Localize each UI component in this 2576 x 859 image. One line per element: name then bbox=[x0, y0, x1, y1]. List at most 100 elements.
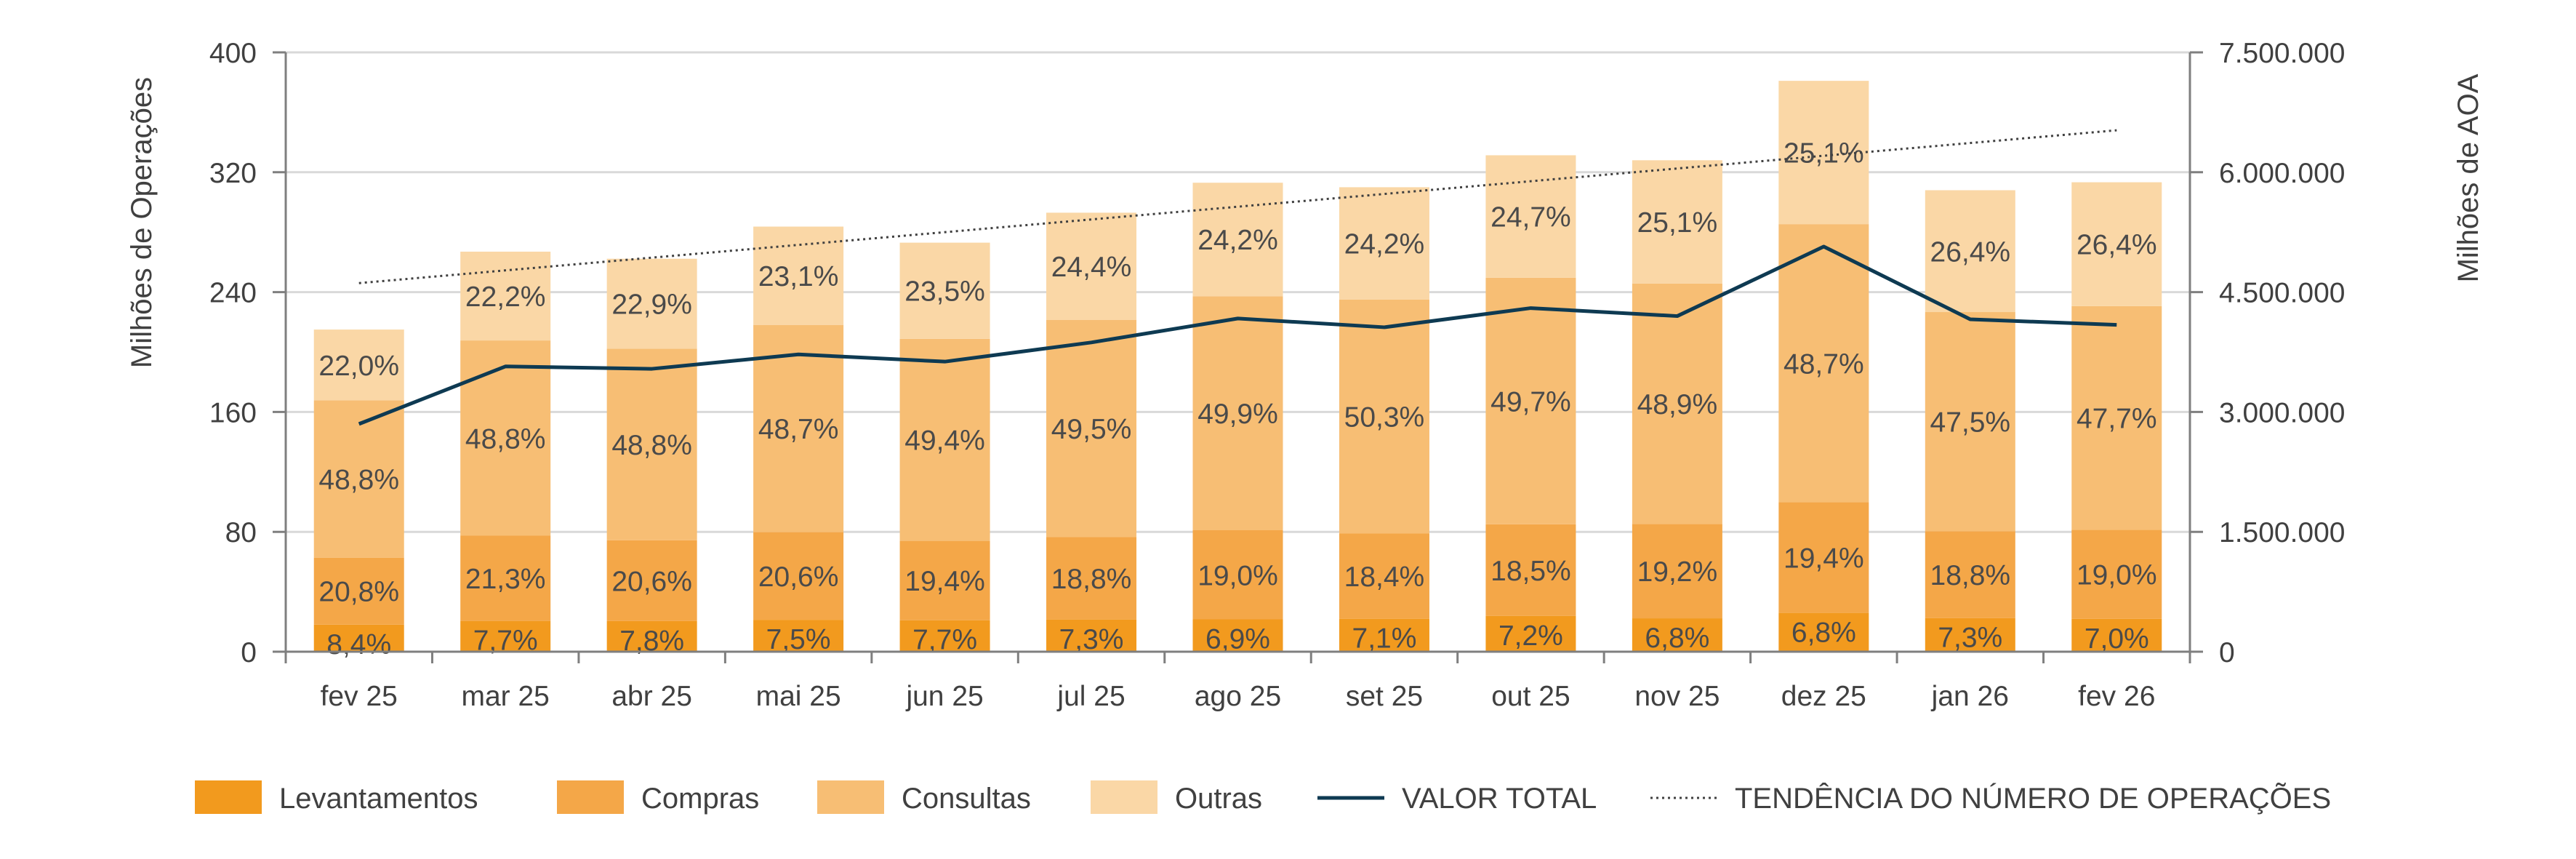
bar-consultas bbox=[753, 324, 844, 532]
bar-compras bbox=[1046, 537, 1137, 620]
bar-levantamentos bbox=[1778, 612, 1869, 652]
left-tick-label: 320 bbox=[209, 158, 257, 189]
data-label: 47,7% bbox=[2077, 404, 2157, 435]
x-tick-label: out 25 bbox=[1491, 681, 1570, 712]
legend-swatch bbox=[817, 780, 884, 814]
legend: Levantamentos Compras Consultas Outras VALOR… bbox=[195, 780, 2331, 815]
x-tick-label: mar 25 bbox=[461, 681, 549, 712]
data-label: 48,7% bbox=[758, 414, 839, 445]
bar-levantamentos bbox=[313, 624, 404, 652]
data-label: 7,1% bbox=[1352, 623, 1417, 655]
legend-swatch bbox=[195, 780, 262, 814]
data-label: 18,8% bbox=[1930, 560, 2011, 591]
right-tick-label: 4.500.000 bbox=[2219, 278, 2346, 309]
bar-consultas bbox=[1485, 277, 1576, 524]
x-tick-label: nov 25 bbox=[1634, 681, 1720, 712]
data-label: 48,8% bbox=[611, 430, 692, 461]
data-label: 25,1% bbox=[1783, 138, 1864, 169]
data-label: 21,3% bbox=[465, 564, 546, 595]
data-label: 48,7% bbox=[1783, 348, 1864, 380]
bar-consultas bbox=[606, 348, 697, 540]
bar-compras bbox=[606, 540, 697, 621]
data-label: 18,8% bbox=[1051, 564, 1132, 595]
data-label: 6,9% bbox=[1205, 624, 1270, 655]
bar-compras bbox=[753, 532, 844, 620]
data-label: 19,0% bbox=[1197, 560, 1278, 591]
left-axis-title: Milhões de Operações bbox=[126, 77, 158, 368]
bar-levantamentos bbox=[1632, 618, 1722, 652]
bar-consultas bbox=[1778, 224, 1869, 503]
legend-label: Consultas bbox=[902, 783, 1031, 815]
data-label: 18,4% bbox=[1344, 562, 1425, 593]
bar-levantamentos bbox=[2071, 618, 2162, 652]
bar-outras bbox=[1632, 160, 1722, 284]
bar-levantamentos bbox=[753, 620, 844, 652]
data-label: 22,2% bbox=[465, 281, 546, 313]
bar-consultas bbox=[1925, 312, 2015, 532]
bar-outras bbox=[606, 258, 697, 349]
bar-outras bbox=[460, 251, 551, 341]
data-label: 7,3% bbox=[1938, 623, 2002, 654]
legend-label: Levantamentos bbox=[279, 783, 478, 815]
legend-label: VALOR TOTAL bbox=[1402, 783, 1597, 815]
bar-levantamentos bbox=[460, 620, 551, 652]
bar-outras bbox=[1046, 212, 1137, 320]
bar-consultas bbox=[899, 338, 990, 541]
x-tick-label: jan 26 bbox=[1931, 681, 2009, 712]
x-tick-label: fev 25 bbox=[321, 681, 398, 712]
left-tick-label: 0 bbox=[241, 637, 257, 668]
bar-consultas bbox=[1192, 296, 1283, 531]
x-tick-label: ago 25 bbox=[1195, 681, 1281, 712]
bar-consultas bbox=[1046, 319, 1137, 538]
bar-outras bbox=[1925, 190, 2015, 313]
legend-label: Outras bbox=[1175, 783, 1262, 815]
right-tick-label: 1.500.000 bbox=[2219, 517, 2346, 548]
data-label: 49,7% bbox=[1490, 386, 1571, 417]
data-label: 50,3% bbox=[1344, 402, 1425, 434]
x-tick-label: mai 25 bbox=[756, 681, 841, 712]
data-label: 22,9% bbox=[611, 289, 692, 321]
bar-levantamentos bbox=[1046, 619, 1137, 652]
legend-swatch bbox=[557, 780, 624, 814]
data-label: 49,4% bbox=[904, 425, 985, 457]
right-tick-label: 0 bbox=[2219, 637, 2235, 668]
bar-compras bbox=[313, 557, 404, 625]
bar-compras bbox=[1339, 533, 1429, 619]
legend-label: TENDÊNCIA DO NÚMERO DE OPERAÇÕES bbox=[1735, 782, 2331, 815]
bar-outras bbox=[1339, 187, 1429, 300]
x-tick-label: dez 25 bbox=[1781, 681, 1866, 712]
data-label: 19,0% bbox=[2077, 560, 2157, 591]
data-label: 7,0% bbox=[2085, 623, 2149, 655]
bar-outras bbox=[1192, 183, 1283, 297]
data-labels: 8,4%20,8%48,8%22,0%7,7%21,3%48,8%22,2%7,… bbox=[318, 138, 2156, 660]
valor-total-line bbox=[358, 244, 2117, 426]
legend-swatch bbox=[1091, 780, 1157, 814]
left-tick-label: 400 bbox=[209, 38, 257, 69]
bar-compras bbox=[460, 535, 551, 621]
data-label: 48,9% bbox=[1637, 389, 1718, 420]
bar-levantamentos bbox=[1485, 615, 1576, 652]
data-label: 6,8% bbox=[1791, 618, 1856, 649]
left-tick-label: 240 bbox=[209, 278, 257, 309]
bar-levantamentos bbox=[1339, 618, 1429, 652]
bar-consultas bbox=[460, 340, 551, 536]
data-label: 25,1% bbox=[1637, 207, 1718, 239]
data-label: 23,1% bbox=[758, 261, 839, 292]
data-label: 19,4% bbox=[904, 566, 985, 597]
right-tick-label: 7.500.000 bbox=[2219, 38, 2346, 69]
bar-outras bbox=[1778, 81, 1869, 225]
data-label: 20,6% bbox=[611, 566, 692, 597]
bar-outras bbox=[313, 329, 404, 401]
x-tick-label: fev 26 bbox=[2078, 681, 2155, 712]
legend-label: Compras bbox=[641, 783, 759, 815]
bar-consultas bbox=[1339, 299, 1429, 534]
axes: 0 80 160 240 320 400 0 1.500.000 3.000.000 4.500.… bbox=[209, 38, 2346, 712]
x-tick-label: abr 25 bbox=[611, 681, 692, 712]
data-label: 20,6% bbox=[758, 562, 839, 593]
bar-outras bbox=[899, 242, 990, 339]
x-tick-label: set 25 bbox=[1346, 681, 1423, 712]
bar-levantamentos bbox=[899, 620, 990, 652]
data-label: 19,2% bbox=[1637, 556, 1718, 588]
bar-consultas bbox=[1632, 283, 1722, 524]
data-label: 24,4% bbox=[1051, 252, 1132, 283]
